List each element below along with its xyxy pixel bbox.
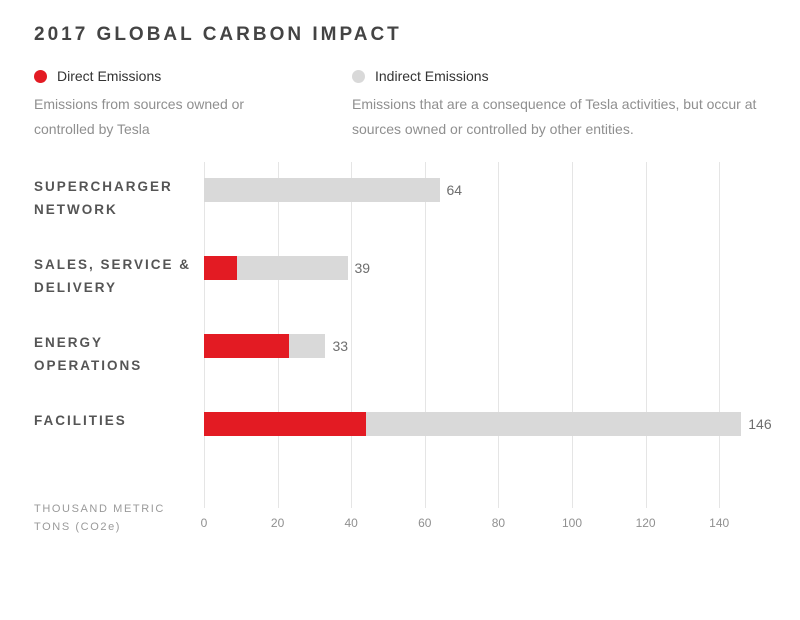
- bar-row: FACILITIES146: [204, 412, 756, 436]
- x-tick-label: 40: [345, 516, 358, 530]
- legend-indirect-desc: Emissions that are a consequence of Tesl…: [352, 92, 772, 142]
- x-tick-label: 120: [636, 516, 656, 530]
- bar-total-value: 64: [440, 178, 463, 202]
- bar-seg-indirect: [366, 412, 741, 436]
- bar-row-label: SUPERCHARGER NETWORK: [34, 176, 198, 221]
- legend-dot-direct: [34, 70, 47, 83]
- bar-total-value: 33: [325, 334, 348, 358]
- x-tick-label: 140: [709, 516, 729, 530]
- bar-row-label: FACILITIES: [34, 410, 198, 432]
- x-tick-label: 20: [271, 516, 284, 530]
- x-tick-label: 0: [201, 516, 208, 530]
- legend-direct: Direct Emissions Emissions from sources …: [34, 68, 304, 142]
- x-tick-label: 100: [562, 516, 582, 530]
- bar-seg-direct: [204, 334, 289, 358]
- legend-direct-desc: Emissions from sources owned or controll…: [34, 92, 304, 142]
- bar-row-label: ENERGY OPERATIONS: [34, 332, 198, 377]
- bar-seg-direct: [204, 256, 237, 280]
- bar-seg-indirect: [237, 256, 347, 280]
- bar-total-value: 146: [741, 412, 771, 436]
- bar-row: ENERGY OPERATIONS33: [204, 334, 756, 358]
- bar-row: SUPERCHARGER NETWORK64: [204, 178, 756, 202]
- bar-total-value: 39: [348, 256, 371, 280]
- bar-seg-indirect: [204, 178, 440, 202]
- x-tick-label: 80: [492, 516, 505, 530]
- legend-direct-name: Direct Emissions: [57, 68, 161, 84]
- legend: Direct Emissions Emissions from sources …: [34, 68, 766, 142]
- bar-row: SALES, SERVICE & DELIVERY39: [204, 256, 756, 280]
- legend-indirect: Indirect Emissions Emissions that are a …: [352, 68, 772, 142]
- legend-dot-indirect: [352, 70, 365, 83]
- emissions-bar-chart: 020406080100120140SUPERCHARGER NETWORK64…: [34, 166, 766, 536]
- carbon-impact-figure: 2017 GLOBAL CARBON IMPACT Direct Emissio…: [0, 0, 800, 620]
- chart-plot-area: 020406080100120140SUPERCHARGER NETWORK64…: [204, 166, 756, 508]
- bar-row-label: SALES, SERVICE & DELIVERY: [34, 254, 198, 299]
- legend-indirect-name: Indirect Emissions: [375, 68, 489, 84]
- bar-seg-direct: [204, 412, 366, 436]
- x-axis-caption: THOUSAND METRIC TONS (CO2e): [34, 501, 194, 536]
- x-tick-label: 60: [418, 516, 431, 530]
- page-title: 2017 GLOBAL CARBON IMPACT: [34, 24, 766, 46]
- bar-seg-indirect: [289, 334, 326, 358]
